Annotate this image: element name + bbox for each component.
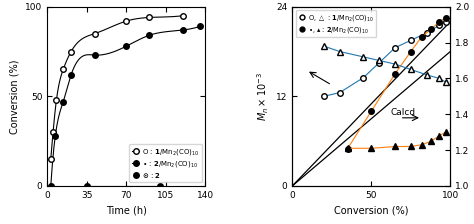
- X-axis label: Time (h): Time (h): [106, 205, 147, 215]
- X-axis label: Conversion (%): Conversion (%): [334, 205, 409, 215]
- Legend: O, $\triangle$ : $\mathbf{1}$/Mn$_2$(CO)$_{10}$, $\bullet$, $\blacktriangle$ : $: O, $\triangle$ : $\mathbf{1}$/Mn$_2$(CO)…: [296, 10, 376, 37]
- Y-axis label: Conversion (%): Conversion (%): [10, 59, 20, 134]
- Text: Calcd: Calcd: [390, 108, 415, 117]
- Legend: O : $\mathbf{1}$/Mn$_2$(CO)$_{10}$, $\bullet$ : $\mathbf{2}$/Mn$_2$(CO)$_{10}$, : O : $\mathbf{1}$/Mn$_2$(CO)$_{10}$, $\bu…: [129, 144, 202, 182]
- Y-axis label: $M_n \times 10^{-3}$: $M_n \times 10^{-3}$: [255, 72, 271, 121]
